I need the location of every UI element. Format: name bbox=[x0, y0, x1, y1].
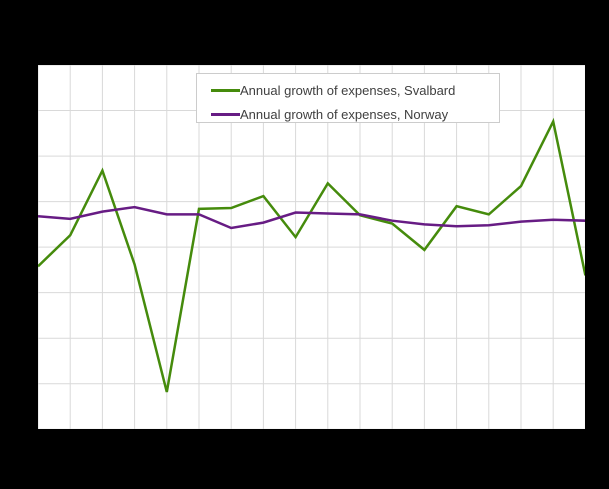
line-chart bbox=[38, 64, 586, 429]
norway-series-line bbox=[38, 205, 586, 229]
svalbard-line-swatch-icon bbox=[211, 88, 240, 92]
legend: Annual growth of expenses, Svalbard Annu… bbox=[196, 72, 500, 125]
legend-label-svalbard: Annual growth of expenses, Svalbard bbox=[240, 82, 456, 98]
legend-label-norway: Annual growth of expenses, Norway bbox=[240, 106, 449, 122]
plot-area: Annual growth of expenses, Svalbard Annu… bbox=[38, 64, 586, 429]
legend-item-norway: Annual growth of expenses, Norway bbox=[211, 104, 499, 125]
legend-item-svalbard: Annual growth of expenses, Svalbard bbox=[211, 80, 499, 101]
norway-line-swatch-icon bbox=[211, 112, 240, 116]
gridlines bbox=[38, 64, 586, 429]
svalbard-series-line bbox=[38, 117, 586, 392]
